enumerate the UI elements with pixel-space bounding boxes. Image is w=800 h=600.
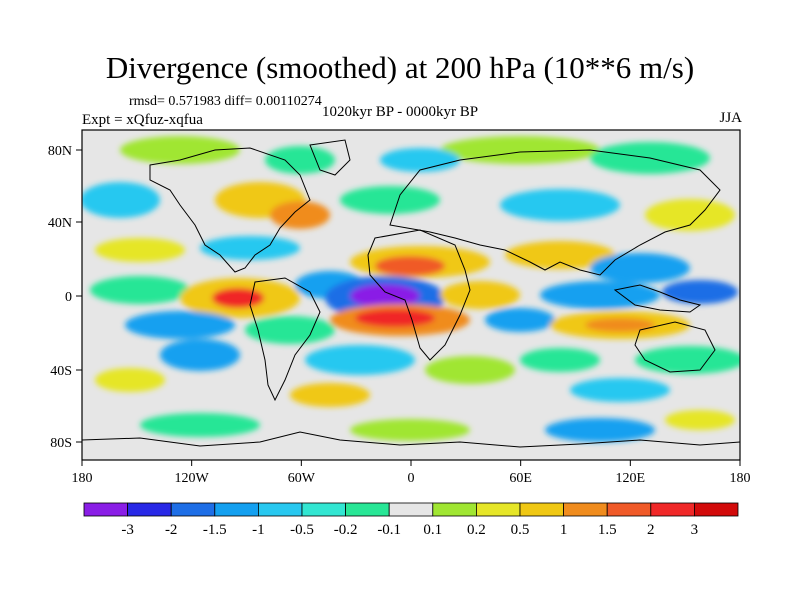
x-tick-label: 120W: [175, 471, 210, 486]
colorbar-swatch: [301, 502, 346, 517]
y-tick-label: 40S: [50, 364, 72, 379]
chart-title: Divergence (smoothed) at 200 hPa (10**6 …: [105, 50, 695, 85]
x-tick-label: 0: [408, 471, 415, 486]
field-blob: [645, 199, 735, 231]
coastline-maritime-continent: [613, 284, 702, 313]
y-tick-label: 80S: [50, 436, 72, 451]
field-blob: [270, 201, 330, 229]
time-period-label: 1020kyr BP - 0000kyr BP: [322, 104, 479, 120]
field-blob: [305, 345, 415, 375]
field-blob: [635, 346, 740, 374]
y-tick-label: 0: [65, 290, 72, 305]
field-blob: [355, 309, 435, 327]
colorbar: [83, 502, 739, 517]
colorbar-swatch: [127, 502, 172, 517]
experiment-label: Expt = xQfuz-xqfua: [82, 112, 203, 128]
rmsd-diff-stats: rmsd= 0.571983 diff= 0.00110274: [129, 94, 322, 109]
coastline-africa: [367, 229, 471, 361]
field-blob: [82, 182, 160, 218]
colorbar-labels: -3 -2 -1.5 -1 -0.5 -0.2 -0.1 0.1 0.2 0.5…: [121, 522, 698, 538]
x-tick-label: 60W: [288, 471, 316, 486]
coastlines: [82, 139, 740, 448]
colorbar-label: 1.5: [598, 522, 617, 538]
field-blob: [545, 418, 655, 442]
field-blob: [440, 281, 520, 309]
field-blob: [290, 383, 370, 407]
colorbar-label: -0.1: [377, 522, 401, 538]
field-blob: [125, 311, 235, 339]
y-tick-label: 80N: [48, 144, 72, 159]
field-blob: [380, 148, 460, 172]
field-blob: [120, 136, 240, 164]
colorbar-label: -2: [165, 522, 178, 538]
field-blob: [90, 276, 190, 304]
colorbar-swatch: [345, 502, 390, 517]
field-blob: [265, 146, 335, 174]
field-blob: [570, 378, 670, 402]
colorbar-swatch: [257, 502, 303, 517]
field-blob: [245, 316, 335, 344]
colorbar-label: 0.2: [467, 522, 486, 538]
colorbar-swatch: [388, 502, 434, 517]
colorbar-label: 0.1: [423, 522, 442, 538]
x-tick-label: 180: [730, 471, 751, 486]
colorbar-swatch: [83, 502, 128, 517]
field-blob: [500, 189, 620, 221]
field-blob: [425, 356, 515, 384]
field-blob: [375, 256, 445, 276]
x-tick-label: 120E: [616, 471, 646, 486]
field-blob: [590, 253, 690, 283]
field-blob: [140, 413, 260, 437]
field-blob: [340, 186, 440, 214]
colorbar-label: -0.2: [334, 522, 358, 538]
colorbar-label: 1: [560, 522, 568, 538]
field-blob: [540, 281, 660, 309]
y-tick-label: 40N: [48, 216, 72, 231]
coastline-south-america: [249, 277, 321, 402]
colorbar-swatch: [650, 502, 695, 517]
colorbar-swatch: [519, 502, 564, 517]
colorbar-swatch: [170, 502, 216, 517]
colorbar-swatch: [432, 502, 477, 517]
field-blob: [200, 236, 300, 260]
coastline-antarctica: [82, 431, 740, 448]
coastline-eurasia: [389, 149, 721, 276]
field-blob: [350, 284, 420, 308]
colorbar-label: -1.5: [203, 522, 227, 538]
field-blob: [350, 419, 470, 441]
season-label: JJA: [719, 110, 742, 126]
colorbar-label: 2: [647, 522, 655, 538]
field-blob: [520, 348, 600, 372]
colorbar-swatch: [214, 502, 259, 517]
x-tick-label: 180: [72, 471, 93, 486]
colorbar-swatch: [694, 502, 739, 517]
field-blob: [585, 318, 655, 332]
colorbar-label: -1: [252, 522, 265, 538]
colorbar-swatch: [563, 502, 608, 517]
colorbar-label: 0.5: [511, 522, 530, 538]
divergence-field: [82, 136, 740, 442]
field-blob: [160, 339, 240, 371]
field-blob: [95, 368, 165, 392]
coastline-greenland: [309, 139, 351, 176]
colorbar-label: 3: [691, 522, 699, 538]
field-blob: [505, 241, 615, 269]
field-blob: [665, 410, 735, 430]
field-blob: [662, 280, 738, 304]
colorbar-label: -3: [121, 522, 134, 538]
axis-labels: 180 120W 60W 0 60E 120E 180 80N 40N 0 40…: [48, 144, 751, 486]
field-blob: [212, 288, 264, 308]
colorbar-swatch: [475, 502, 521, 517]
field-blob: [485, 308, 555, 332]
tick-marks: [76, 149, 741, 466]
colorbar-swatch: [606, 502, 652, 517]
field-blob: [95, 238, 185, 262]
coastline-australia: [634, 321, 716, 373]
coastline-north-america: [149, 147, 311, 273]
colorbar-label: -0.5: [290, 522, 314, 538]
x-tick-label: 60E: [509, 471, 532, 486]
